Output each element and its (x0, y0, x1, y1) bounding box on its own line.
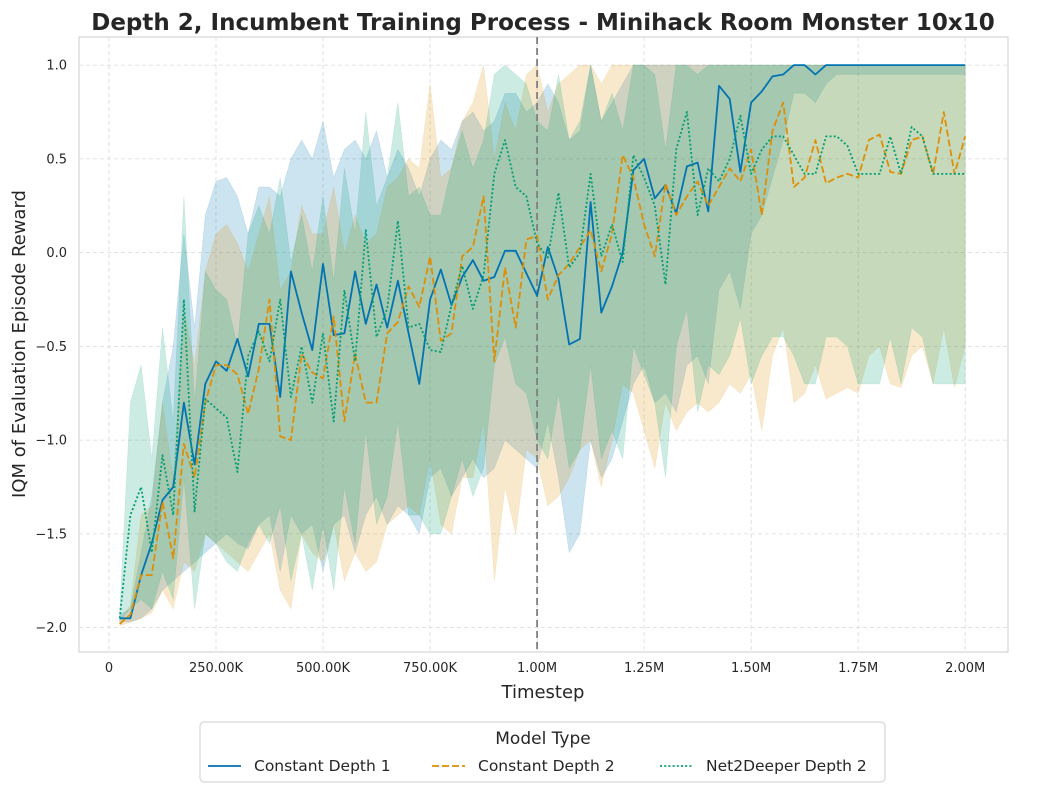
legend-label: Net2Deeper Depth 2 (706, 757, 867, 775)
chart-title: Depth 2, Incumbent Training Process - Mi… (91, 10, 995, 36)
y-axis-label: IQM of Evaluation Episode Reward (9, 190, 30, 498)
legend-items: Constant Depth 1 Constant Depth 2 Net2Deep… (208, 757, 867, 775)
grid (79, 37, 1008, 652)
legend-item: Constant Depth 1 (208, 757, 391, 775)
band-2 (119, 64, 966, 621)
legend-item: Net2Deeper Depth 2 (660, 757, 867, 775)
legend: Model Type Constant Depth 1 Constant Dept… (199, 721, 886, 783)
plot-area (78, 36, 1009, 653)
legend-label: Constant Depth 1 (254, 757, 391, 775)
x-tick-label: 1.50M (731, 661, 771, 676)
series-line-1 (119, 101, 967, 625)
y-tick-labels: −2.0 −1.5 −1.0 −0.5 0.0 0.5 1.0 (35, 59, 67, 637)
x-tick-label: 2.00M (945, 661, 985, 676)
x-axis-label: Timestep (501, 682, 585, 703)
y-tick-label: 0.5 (46, 152, 67, 167)
x-tick-label: 1.00M (517, 661, 557, 676)
legend-box (199, 721, 886, 783)
y-tick-label: −1.0 (35, 434, 67, 449)
band-0 (119, 64, 966, 623)
x-tick-label: 1.75M (838, 661, 878, 676)
band-1 (119, 64, 966, 627)
y-tick-label: −2.0 (35, 621, 67, 636)
x-tick-label: 1.25M (624, 661, 664, 676)
series-lines (118, 64, 967, 625)
legend-item: Constant Depth 2 (432, 757, 615, 775)
y-tick-label: 0.0 (46, 246, 67, 261)
x-tick-label: 500.00K (296, 661, 350, 676)
y-tick-label: 1.0 (46, 59, 67, 74)
x-tick-label: 0 (105, 661, 113, 676)
y-tick-label: −0.5 (35, 340, 67, 355)
y-tick-label: −1.5 (35, 527, 67, 542)
x-tick-label: 750.00K (403, 661, 457, 676)
confidence-bands (119, 64, 966, 627)
x-tick-labels: 0 250.00K 500.00K 750.00K 1.00M 1.25M 1.50M 1.7… (105, 661, 985, 676)
x-tick-label: 250.00K (189, 661, 243, 676)
legend-title: Model Type (495, 729, 591, 749)
legend-label: Constant Depth 2 (478, 757, 615, 775)
